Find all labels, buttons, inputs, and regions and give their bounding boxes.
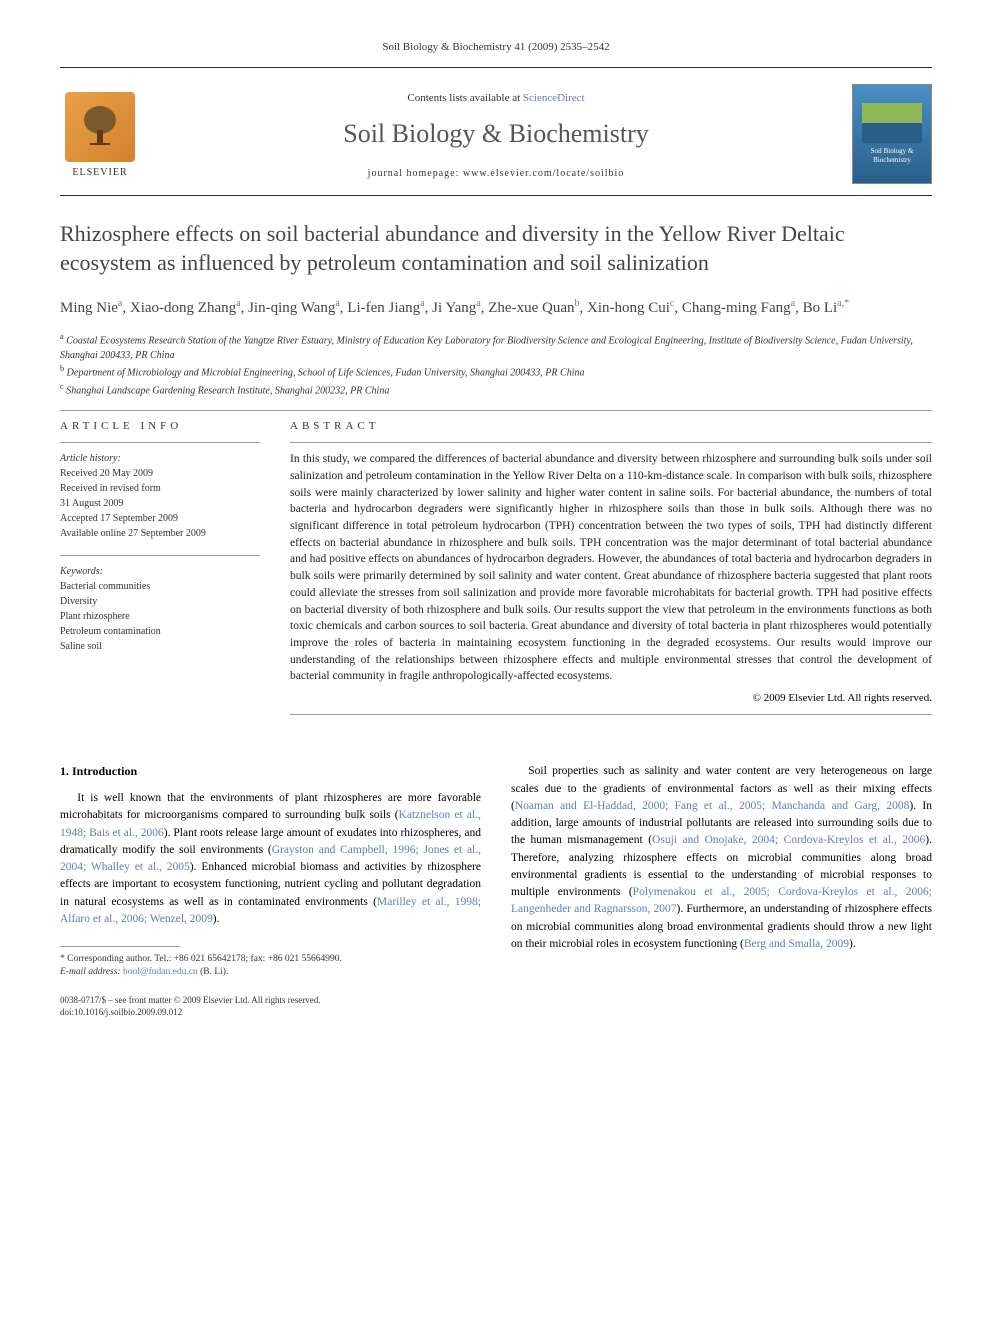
email-link[interactable]: bool@fudan.edu.cn bbox=[123, 967, 198, 977]
journal-cover-thumbnail: Soil Biology & Biochemistry bbox=[852, 84, 932, 184]
article-info-column: ARTICLE INFO Article history: Received 2… bbox=[60, 419, 260, 723]
footnote-separator bbox=[60, 946, 180, 947]
contents-prefix: Contents lists available at bbox=[407, 92, 522, 104]
keyword: Plant rhizosphere bbox=[60, 611, 130, 622]
top-divider bbox=[60, 67, 932, 68]
corresponding-author-footnote: * Corresponding author. Tel.: +86 021 65… bbox=[60, 953, 481, 980]
keywords-block: Keywords: Bacterial communities Diversit… bbox=[60, 564, 260, 654]
keyword: Diversity bbox=[60, 596, 97, 607]
history-line: Received 20 May 2009 bbox=[60, 468, 153, 479]
divider bbox=[60, 442, 260, 443]
elsevier-label: ELSEVIER bbox=[72, 166, 127, 180]
divider bbox=[60, 555, 260, 556]
body-columns: 1. Introduction It is well known that th… bbox=[60, 763, 932, 1019]
history-line: Received in revised form bbox=[60, 483, 161, 494]
keyword: Saline soil bbox=[60, 641, 102, 652]
affiliation-a: a Coastal Ecosystems Research Station of… bbox=[60, 331, 932, 363]
info-abstract-row: ARTICLE INFO Article history: Received 2… bbox=[60, 419, 932, 723]
cover-label: Soil Biology & Biochemistry bbox=[857, 147, 927, 167]
keyword: Bacterial communities bbox=[60, 581, 150, 592]
history-line: 31 August 2009 bbox=[60, 498, 123, 509]
affiliation-b: b Department of Microbiology and Microbi… bbox=[60, 363, 932, 380]
history-line: Available online 27 September 2009 bbox=[60, 528, 206, 539]
abstract-column: ABSTRACT In this study, we compared the … bbox=[290, 419, 932, 723]
elsevier-logo: ELSEVIER bbox=[60, 84, 140, 187]
homepage-line: journal homepage: www.elsevier.com/locat… bbox=[368, 167, 625, 181]
doi-line: doi:10.1016/j.soilbio.2009.09.012 bbox=[60, 1006, 481, 1019]
homepage-prefix: journal homepage: bbox=[368, 168, 463, 179]
article-info-header: ARTICLE INFO bbox=[60, 419, 260, 434]
intro-paragraph-1: It is well known that the environments o… bbox=[60, 790, 481, 928]
divider bbox=[290, 714, 932, 715]
correspond-line: * Corresponding author. Tel.: +86 021 65… bbox=[60, 953, 481, 966]
keyword: Petroleum contamination bbox=[60, 626, 161, 637]
homepage-url[interactable]: www.elsevier.com/locate/soilbio bbox=[463, 168, 624, 179]
front-matter-line: 0038-0717/$ – see front matter © 2009 El… bbox=[60, 994, 481, 1007]
abstract-header: ABSTRACT bbox=[290, 419, 932, 434]
bottom-matter: 0038-0717/$ – see front matter © 2009 El… bbox=[60, 994, 481, 1019]
abstract-copyright: © 2009 Elsevier Ltd. All rights reserved… bbox=[290, 691, 932, 706]
journal-name: Soil Biology & Biochemistry bbox=[343, 116, 649, 152]
keywords-label: Keywords: bbox=[60, 566, 103, 577]
affiliation-c: c Shanghai Landscape Gardening Research … bbox=[60, 381, 932, 398]
running-header: Soil Biology & Biochemistry 41 (2009) 25… bbox=[60, 40, 932, 55]
body-right-column: Soil properties such as salinity and wat… bbox=[511, 763, 932, 1019]
email-line: E-mail address: bool@fudan.edu.cn (B. Li… bbox=[60, 966, 481, 979]
history-line: Accepted 17 September 2009 bbox=[60, 513, 178, 524]
divider bbox=[290, 442, 932, 443]
intro-paragraph-2: Soil properties such as salinity and wat… bbox=[511, 763, 932, 953]
authors-list: Ming Niea, Xiao-dong Zhanga, Jin-qing Wa… bbox=[60, 296, 932, 320]
banner-center: Contents lists available at ScienceDirec… bbox=[140, 84, 852, 187]
journal-banner: ELSEVIER Contents lists available at Sci… bbox=[60, 76, 932, 196]
body-left-column: 1. Introduction It is well known that th… bbox=[60, 763, 481, 1019]
article-title: Rhizosphere effects on soil bacterial ab… bbox=[60, 220, 932, 277]
abstract-text: In this study, we compared the differenc… bbox=[290, 451, 932, 684]
affiliations: a Coastal Ecosystems Research Station of… bbox=[60, 331, 932, 398]
elsevier-tree-icon bbox=[65, 92, 135, 162]
history-label: Article history: bbox=[60, 453, 121, 464]
sciencedirect-link[interactable]: ScienceDirect bbox=[523, 92, 585, 104]
intro-heading: 1. Introduction bbox=[60, 763, 481, 780]
divider bbox=[60, 410, 932, 411]
article-history: Article history: Received 20 May 2009 Re… bbox=[60, 451, 260, 541]
contents-line: Contents lists available at ScienceDirec… bbox=[407, 91, 584, 106]
